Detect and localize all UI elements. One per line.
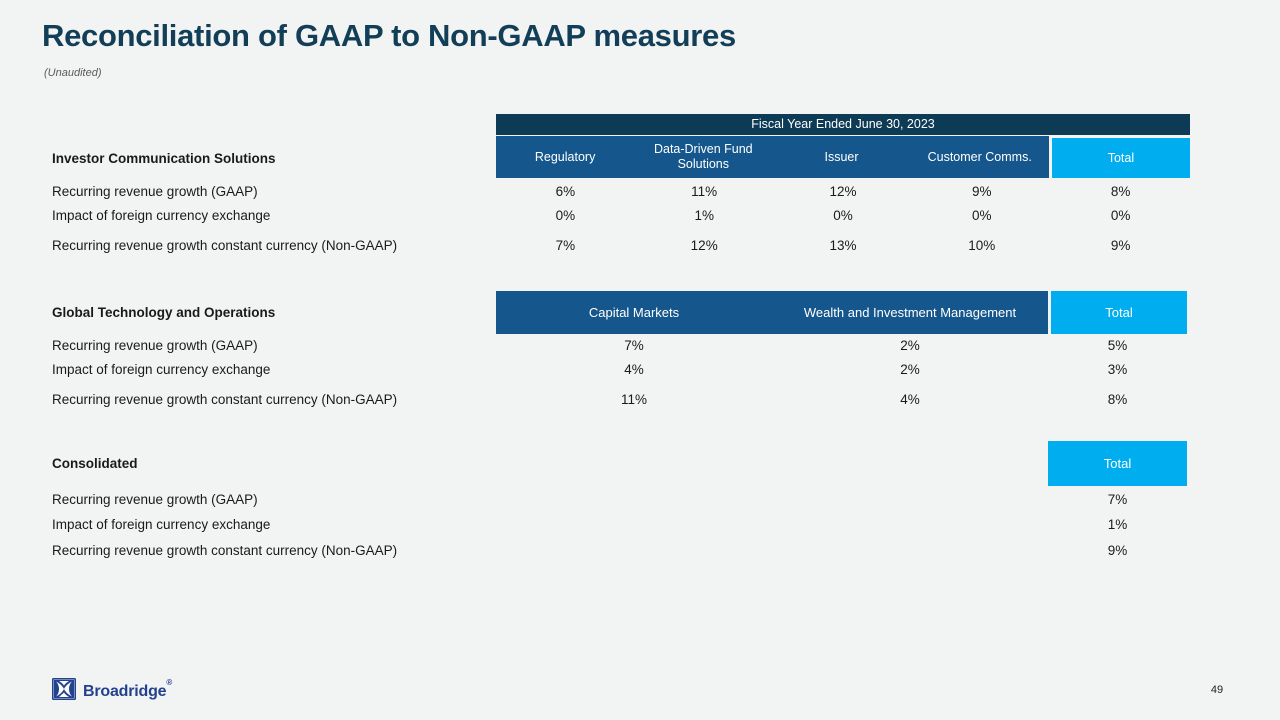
- value-cell: 7%: [624, 337, 644, 353]
- gto-table-header: Capital Markets Wealth and Investment Ma…: [496, 291, 1187, 334]
- table-row: Recurring revenue growth constant curren…: [52, 539, 1187, 561]
- row-label: Impact of foreign currency exchange: [52, 516, 271, 532]
- table-row: Impact of foreign currency exchange 4% 2…: [52, 358, 1187, 380]
- value-cell: 7%: [555, 237, 576, 253]
- row-values: 6% 11% 12% 9% 8%: [496, 184, 1190, 199]
- row-label: Recurring revenue growth (GAAP): [52, 491, 258, 507]
- value-cell: 12%: [829, 183, 857, 199]
- ics-table-header: Regulatory Data-Driven Fund Solutions Is…: [496, 136, 1191, 178]
- value-cell: 9%: [1107, 542, 1128, 558]
- value-cell: 0%: [555, 207, 576, 223]
- subtitle-unaudited: (Unaudited): [44, 67, 102, 79]
- row-values: 7% 2% 5%: [496, 338, 1187, 353]
- table-row: Impact of foreign currency exchange 0% 1…: [52, 204, 1190, 226]
- row-label: Impact of foreign currency exchange: [52, 361, 271, 377]
- row-values: 11% 4% 8%: [496, 392, 1187, 407]
- logo-wordmark: Broadridge®: [83, 677, 173, 700]
- section-label-ics: Investor Communication Solutions: [52, 150, 276, 166]
- table-row: Recurring revenue growth (GAAP) 7% 2% 5%: [52, 334, 1187, 356]
- row-label: Impact of foreign currency exchange: [52, 207, 271, 223]
- column-header-capital-markets: Capital Markets: [496, 291, 772, 334]
- row-values: 9%: [496, 543, 1187, 558]
- column-header-total: Total: [1048, 136, 1191, 178]
- value-cell: 3%: [1107, 361, 1128, 377]
- value-cell: 0%: [972, 207, 992, 223]
- value-cell: 9%: [972, 183, 992, 199]
- value-cell: 8%: [1107, 391, 1128, 407]
- column-header-total-consolidated: Total: [1048, 441, 1187, 486]
- table-row: Impact of foreign currency exchange 1%: [52, 513, 1187, 535]
- page-number: 49: [1210, 684, 1224, 696]
- value-cell: 8%: [1110, 183, 1131, 199]
- registered-mark: ®: [166, 677, 173, 687]
- value-cell: 11%: [691, 183, 718, 199]
- row-values: 7%: [496, 492, 1187, 507]
- row-values: 0% 1% 0% 0% 0%: [496, 208, 1190, 223]
- table-row: Recurring revenue growth constant curren…: [52, 388, 1187, 410]
- value-cell: 11%: [620, 391, 648, 407]
- broadridge-bowtie-icon: [52, 678, 76, 705]
- row-values: 4% 2% 3%: [496, 362, 1187, 377]
- row-label: Recurring revenue growth (GAAP): [52, 183, 258, 199]
- value-cell: 9%: [1110, 237, 1131, 253]
- value-cell: 7%: [1107, 491, 1128, 507]
- value-cell: 0%: [833, 207, 853, 223]
- section-label-gto: Global Technology and Operations: [52, 304, 276, 320]
- value-cell: 5%: [1107, 337, 1128, 353]
- column-header-total: Total: [1048, 291, 1187, 334]
- value-cell: 4%: [624, 361, 644, 377]
- value-cell: 13%: [829, 237, 857, 253]
- value-cell: 1%: [694, 207, 714, 223]
- row-values: 1%: [496, 517, 1187, 532]
- row-values: 7% 12% 13% 10% 9%: [496, 238, 1190, 253]
- fiscal-year-banner: Fiscal Year Ended June 30, 2023: [496, 114, 1190, 135]
- value-cell: 6%: [555, 183, 576, 199]
- column-header-issuer: Issuer: [772, 136, 911, 178]
- value-cell: 4%: [900, 391, 920, 407]
- row-label: Recurring revenue growth constant curren…: [52, 542, 398, 558]
- column-header-customer-comms: Customer Comms.: [910, 136, 1049, 178]
- column-header-data-driven-fund-solutions: Data-Driven Fund Solutions: [634, 136, 773, 178]
- value-cell: 1%: [1107, 516, 1128, 532]
- broadridge-logo: Broadridge®: [52, 678, 172, 705]
- section-label-consolidated: Consolidated: [52, 455, 138, 471]
- value-cell: 0%: [1110, 207, 1131, 223]
- table-row: Recurring revenue growth (GAAP) 6% 11% 1…: [52, 180, 1190, 202]
- value-cell: 10%: [968, 237, 996, 253]
- column-header-regulatory: Regulatory: [496, 136, 635, 178]
- table-row: Recurring revenue growth constant curren…: [52, 234, 1190, 256]
- row-label: Recurring revenue growth (GAAP): [52, 337, 258, 353]
- value-cell: 2%: [900, 361, 920, 377]
- row-label: Recurring revenue growth constant curren…: [52, 237, 398, 253]
- value-cell: 2%: [900, 337, 920, 353]
- page-title: Reconciliation of GAAP to Non-GAAP measu…: [42, 18, 736, 53]
- table-row: Recurring revenue growth (GAAP) 7%: [52, 488, 1187, 510]
- value-cell: 12%: [690, 237, 718, 253]
- column-header-wealth-investment-management: Wealth and Investment Management: [772, 291, 1048, 334]
- row-label: Recurring revenue growth constant curren…: [52, 391, 398, 407]
